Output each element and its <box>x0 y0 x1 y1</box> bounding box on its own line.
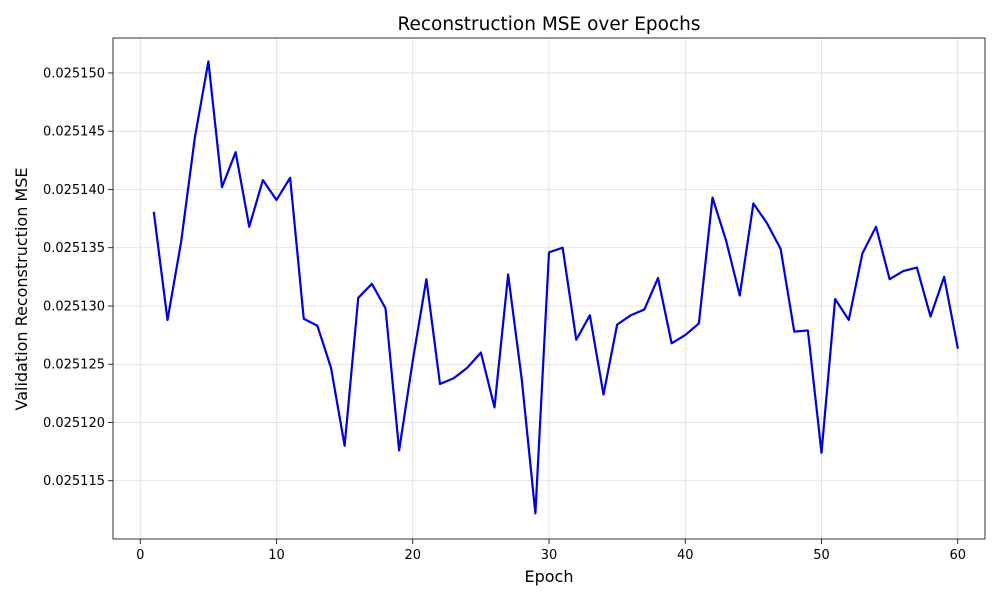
x-tick-label: 60 <box>949 548 966 563</box>
series-layer <box>152 60 959 515</box>
series-line <box>152 60 959 515</box>
y-tick-label: 0.025150 <box>43 66 105 81</box>
y-tick-label: 0.025145 <box>43 125 105 140</box>
chart-title: Reconstruction MSE over Epochs <box>397 14 700 35</box>
y-axis-label: Validation Reconstruction MSE <box>12 168 31 411</box>
x-tick-label: 10 <box>268 548 285 563</box>
y-tick-label: 0.025140 <box>43 183 105 198</box>
y-tick-label: 0.025120 <box>43 416 105 431</box>
ticks: 0 10 20 30 40 50 60 0.025115 0.025120 0.025125 0.0… <box>43 66 966 563</box>
y-tick-label: 0.025130 <box>43 299 105 314</box>
y-tick-label: 0.025125 <box>43 358 105 373</box>
y-tick-label: 0.025135 <box>43 241 105 256</box>
x-tick-label: 20 <box>404 548 421 563</box>
x-axis-label: Epoch <box>525 567 574 586</box>
x-tick-label: 40 <box>677 548 694 563</box>
x-tick-label: 0 <box>136 548 144 563</box>
x-tick-label: 50 <box>813 548 830 563</box>
y-tick-label: 0.025115 <box>43 474 105 489</box>
x-tick-label: 30 <box>541 548 558 563</box>
grid <box>113 38 985 539</box>
